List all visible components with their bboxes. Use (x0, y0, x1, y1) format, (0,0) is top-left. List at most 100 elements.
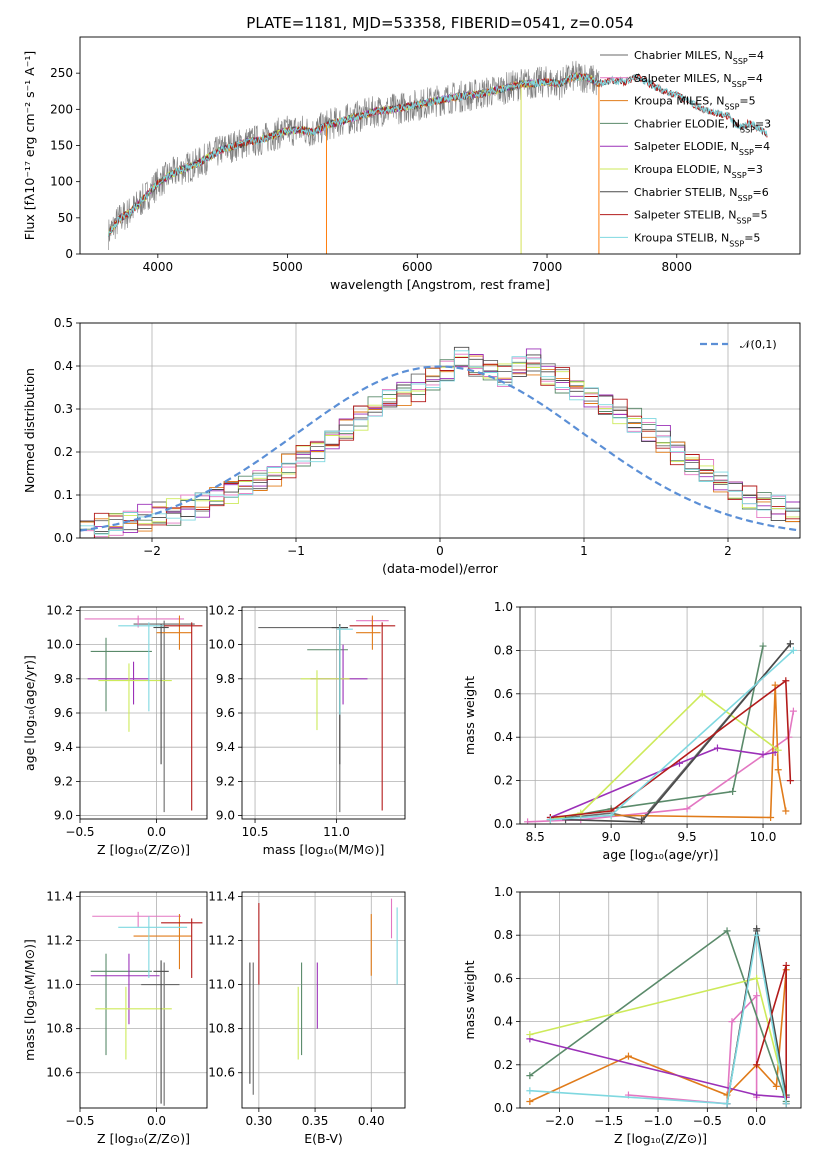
residual-histogram-6 (80, 346, 800, 532)
mass-weight-marker (753, 992, 761, 1000)
mass-weight-vs-age-marks (524, 640, 797, 824)
x-tick-label: −0.5 (693, 1114, 722, 1128)
y-tick-label: 0.0 (494, 817, 513, 831)
mass-weight-marker (774, 746, 782, 754)
y-tick-label: 9.0 (54, 809, 73, 823)
residual-histogram-8 (80, 350, 800, 535)
observed-spectrum (108, 60, 600, 251)
mass-weight-line-1 (527, 711, 795, 823)
y-tick-label: 0.4 (494, 730, 513, 744)
mass-weight-marker (624, 1052, 632, 1060)
legend-entry: Chabrier MILES, NSSP=4 (634, 49, 764, 66)
axes-frame (519, 891, 802, 1109)
x-tick-label: 0.0 (147, 1114, 166, 1128)
y-tick-label: 0.1 (54, 488, 73, 502)
y-tick-label: 0.5 (54, 316, 73, 330)
model-spectrum-5 (108, 71, 600, 235)
y-tick-label: 0.3 (54, 402, 73, 416)
mass-vs-EBV-marks (249, 898, 398, 1095)
x-tick-label: 0.40 (358, 1114, 385, 1128)
y-tick-label: 10.0 (208, 638, 235, 652)
mass-weight-marker (698, 690, 706, 698)
mass-vs-EBV-axes (238, 892, 405, 1112)
y-tick-label: 0.8 (494, 643, 513, 657)
figure-title: PLATE=1181, MJD=53358, FIBERID=0541, z=0… (246, 14, 633, 32)
mass-weight-marker (562, 816, 570, 824)
y-axis-label: mass weight (462, 676, 477, 755)
model-spectrum-3 (108, 72, 600, 235)
x-axis-label: wavelength [Angstrom, rest frame] (330, 277, 550, 292)
y-axis-label: Normed distribution (22, 368, 37, 493)
y-tick-label: 11.2 (46, 933, 73, 947)
residual-histogram-2 (80, 355, 800, 532)
x-tick-label: 6000 (402, 260, 433, 274)
x-tick-label: 10.0 (750, 830, 777, 844)
mass-weight-marker (753, 974, 761, 982)
model-spectrum-8 (108, 73, 768, 236)
mass-weight-marker (753, 1061, 761, 1069)
mass-weight-marker (771, 681, 779, 689)
age-vs-mass-marks (258, 615, 396, 813)
age-vs-mass-axes (238, 607, 405, 823)
y-tick-label: 9.2 (54, 774, 73, 788)
age-vs-Z-marks (84, 615, 203, 813)
x-axis-label: E(B-V) (304, 1131, 343, 1146)
y-tick-label: 0.6 (494, 971, 513, 985)
x-tick-label: −2.0 (545, 1114, 574, 1128)
x-tick-label: −0.5 (65, 1114, 94, 1128)
y-tick-label: 11.4 (46, 889, 73, 903)
y-tick-label: 250 (50, 66, 73, 80)
x-tick-label: 2 (724, 544, 732, 558)
y-tick-label: 50 (58, 211, 73, 225)
y-tick-label: 0.6 (494, 687, 513, 701)
mass-weight-marker (759, 751, 767, 759)
x-tick-label: 8.5 (526, 830, 545, 844)
gaussian-curve (80, 365, 800, 532)
mass-weight-line-1 (628, 993, 758, 1105)
mass-weight-marker (767, 813, 775, 821)
mass-weight-marker (786, 777, 794, 785)
y-tick-label: 9.2 (216, 774, 235, 788)
x-tick-label: 7000 (532, 260, 563, 274)
y-tick-label: 11.0 (208, 978, 235, 992)
x-tick-label: −0.5 (65, 825, 94, 839)
model-spectrum-0 (108, 72, 600, 237)
x-tick-label: −1.0 (643, 1114, 672, 1128)
x-tick-label: 11.0 (323, 825, 350, 839)
mass-weight-marker (526, 1087, 534, 1095)
mass-weight-marker (782, 807, 790, 815)
mass-weight-marker (774, 766, 782, 774)
mass-weight-marker (526, 1031, 534, 1039)
x-axis-label: mass [log₁₀(M/M⊙)] (263, 842, 385, 857)
y-tick-label: 11.2 (208, 933, 235, 947)
mass-weight-marker (782, 961, 790, 969)
axes-frame (241, 606, 406, 820)
model-spectrum-2 (108, 72, 599, 236)
mass-weight-line-2 (529, 969, 787, 1103)
legend-entry: Salpeter MILES, NSSP=4 (634, 72, 763, 89)
legend-entry: Salpeter STELIB, NSSP=5 (634, 209, 768, 226)
y-tick-label: 11.4 (208, 889, 235, 903)
mass-weight-marker (728, 1018, 736, 1026)
mass-weight-marker (723, 1100, 731, 1108)
mass-weight-marker (607, 811, 615, 819)
y-tick-label: 10.8 (46, 1022, 73, 1036)
mass-weight-marker (786, 640, 794, 648)
mass-weight-marker (782, 1100, 790, 1108)
legend-entry: Salpeter ELODIE, NSSP=4 (634, 140, 770, 157)
residual-histogram-0 (80, 359, 800, 538)
y-axis-label: age [log₁₀(age/yr)] (22, 655, 37, 771)
x-axis-label: (data-model)/error (382, 561, 499, 576)
model-spectrum-4 (108, 72, 600, 235)
mass-weight-marker (753, 931, 761, 939)
mass-weight-marker (789, 707, 797, 715)
mass-weight-marker (524, 818, 532, 824)
y-axis-label: Flux [fλ10⁻¹⁷ erg cm⁻² s⁻¹ A⁻¹] (22, 51, 37, 240)
x-axis-label: age [log₁₀(age/yr)] (603, 847, 719, 862)
x-axis-label: Z [log₁₀(Z/Z⊙)] (97, 1131, 190, 1146)
residuals-marks (80, 346, 800, 538)
y-tick-label: 9.6 (216, 706, 235, 720)
y-tick-label: 0.2 (54, 445, 73, 459)
axes-frame (241, 891, 406, 1109)
residual-histogram-1 (80, 353, 800, 538)
